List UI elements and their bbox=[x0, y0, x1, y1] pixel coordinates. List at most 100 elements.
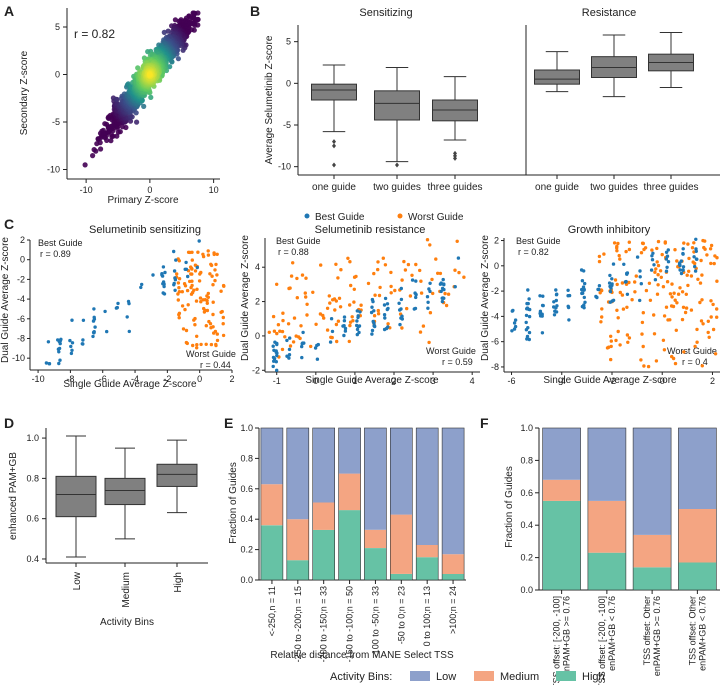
bar-ytick-label: 0.0 bbox=[520, 585, 533, 595]
c-point-best bbox=[397, 301, 401, 305]
bar-segment-high bbox=[587, 552, 626, 590]
c-point-best bbox=[580, 304, 585, 309]
c-point-worst bbox=[336, 319, 341, 323]
a-xtick-label: 10 bbox=[209, 185, 219, 195]
c-point-worst bbox=[197, 279, 202, 283]
c-point-worst bbox=[289, 274, 294, 278]
c-xtick-label: -4 bbox=[131, 374, 139, 384]
c-point-best bbox=[355, 327, 360, 332]
c-point-worst bbox=[393, 288, 397, 293]
c-point-worst bbox=[427, 340, 431, 345]
e-xtick-label: <-250,n = 11 bbox=[267, 586, 277, 636]
c-point-worst bbox=[615, 249, 619, 253]
c-point-worst bbox=[215, 252, 219, 256]
c-ytick-label: 2 bbox=[20, 235, 25, 245]
c-point-best bbox=[566, 294, 570, 298]
c-point-best bbox=[370, 305, 374, 309]
c-point-best bbox=[382, 303, 387, 307]
c-point-best bbox=[370, 328, 375, 333]
c-point-worst bbox=[685, 273, 689, 277]
c-point-best bbox=[608, 289, 613, 294]
c-point-worst bbox=[209, 342, 214, 347]
b-box-flier bbox=[332, 139, 336, 145]
c-point-worst bbox=[687, 256, 691, 261]
c-point-worst bbox=[350, 315, 354, 319]
c-point-best bbox=[608, 284, 612, 289]
a-point bbox=[175, 56, 181, 62]
legend-best-label: Best Guide bbox=[315, 212, 365, 223]
c-point-worst bbox=[215, 332, 219, 336]
a-point bbox=[172, 17, 178, 23]
c-point-worst bbox=[291, 261, 295, 265]
c-point-worst bbox=[598, 291, 602, 295]
c-point-worst bbox=[278, 329, 282, 333]
panel-f-y-label: Fraction of Guides bbox=[504, 466, 515, 548]
panel-a-points bbox=[82, 10, 201, 168]
c2-best-label: Best Guide bbox=[276, 236, 321, 246]
c-point-best bbox=[81, 318, 86, 322]
c-point-worst bbox=[646, 364, 651, 369]
c-point-best bbox=[343, 329, 348, 333]
c-point-best bbox=[355, 323, 359, 328]
c-point-worst bbox=[325, 328, 330, 332]
c3-best-label: Best Guide bbox=[516, 236, 561, 246]
c-point-best bbox=[161, 291, 165, 295]
c-point-worst bbox=[671, 304, 676, 309]
c-point-worst bbox=[386, 322, 390, 326]
c-point-best bbox=[665, 265, 669, 269]
c-point-worst bbox=[689, 274, 694, 278]
bar-segment-low bbox=[633, 428, 672, 535]
c-point-worst bbox=[673, 298, 677, 302]
c-point-worst bbox=[705, 253, 709, 257]
c3-y-label: Dual Guide Average Z-score bbox=[480, 235, 491, 361]
c-point-worst bbox=[609, 334, 613, 338]
c-point-best bbox=[125, 315, 129, 319]
c-point-worst bbox=[668, 318, 672, 322]
panel-e-x-label: Relative distance from MANE Select TSS bbox=[270, 650, 454, 661]
c-point-worst bbox=[455, 239, 459, 243]
c-point-worst bbox=[205, 301, 209, 305]
c-point-best bbox=[413, 291, 417, 295]
c-point-best bbox=[271, 364, 275, 369]
c-point-best bbox=[638, 275, 642, 279]
c-point-worst bbox=[175, 272, 179, 276]
c-point-worst bbox=[195, 346, 199, 350]
c-point-best bbox=[552, 313, 557, 317]
c-point-best bbox=[664, 257, 669, 261]
c-point-worst bbox=[421, 324, 426, 328]
c-point-worst bbox=[410, 273, 414, 277]
c-point-best bbox=[195, 265, 199, 270]
c-point-worst bbox=[683, 310, 688, 315]
c-point-worst bbox=[609, 339, 613, 343]
c-point-worst bbox=[673, 361, 678, 366]
c-point-best bbox=[172, 269, 177, 273]
c-xtick-label: 0 bbox=[313, 376, 318, 386]
c-point-worst bbox=[698, 300, 702, 305]
c-point-worst bbox=[189, 265, 193, 269]
a-ytick-label: 0 bbox=[55, 70, 60, 80]
c-point-best bbox=[184, 267, 189, 271]
c-point-best bbox=[174, 258, 178, 262]
c-point-best bbox=[398, 308, 402, 312]
f-xtick-label-line1: TSS offset: [-200, -100] bbox=[597, 596, 607, 685]
bar-ytick-label: 0.8 bbox=[240, 453, 253, 463]
bar-segment-medium bbox=[542, 479, 581, 501]
c-point-worst bbox=[199, 300, 203, 304]
c-xtick-label: 2 bbox=[710, 376, 715, 386]
c-ytick-label: -6 bbox=[491, 337, 499, 347]
c2-y-label: Dual Guide Average Z-score bbox=[240, 235, 251, 361]
c-point-worst bbox=[206, 295, 210, 299]
c-point-worst bbox=[431, 291, 435, 296]
c-point-worst bbox=[281, 311, 285, 315]
c-point-worst bbox=[280, 347, 285, 352]
c-point-worst bbox=[366, 281, 371, 286]
c-point-worst bbox=[347, 339, 351, 344]
c-point-worst bbox=[186, 303, 190, 307]
c-point-worst bbox=[189, 285, 193, 290]
c-point-worst bbox=[616, 316, 620, 320]
panel-c-subplot-growth: Growth inhibitory Best Guide r = 0.82 Wo… bbox=[480, 224, 720, 386]
c-point-best bbox=[512, 321, 517, 325]
f-xtick-label-line2: enPAM+GB < 0.76 bbox=[697, 596, 707, 671]
bar-ytick-label: 0.0 bbox=[240, 575, 253, 585]
c-point-best bbox=[540, 331, 545, 335]
